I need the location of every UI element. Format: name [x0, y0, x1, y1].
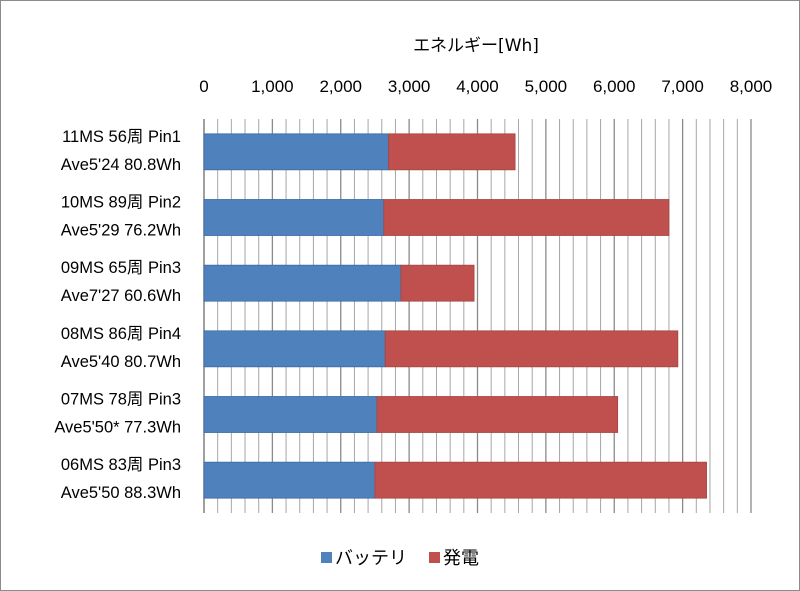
x-tick-label: 1,000 [251, 77, 294, 96]
category-label: 11MS 56周 Pin1 [62, 128, 181, 146]
category-label: Ave5'29 76.2Wh [61, 222, 181, 240]
x-tick-label: 3,000 [388, 77, 431, 96]
category-label: Ave5'50 88.3Wh [61, 484, 181, 502]
bar-generation [388, 133, 516, 171]
category-label: 10MS 89周 Pin2 [61, 194, 181, 212]
x-tick-label: 2,000 [319, 77, 362, 96]
x-axis-ticks: 0 1,000 2,000 3,000 4,000 5,000 6,000 7,000 8,00… [199, 77, 772, 96]
x-tick-label: 8,000 [730, 77, 773, 96]
bar-battery [203, 133, 390, 171]
x-tick-label: 5,000 [525, 77, 568, 96]
category-label: Ave5'24 80.8Wh [61, 156, 181, 174]
category-label: 09MS 65周 Pin3 [61, 259, 181, 277]
bars [203, 133, 707, 499]
bar-generation [374, 461, 707, 499]
x-axis-title: エネルギー[Wh] [413, 36, 539, 56]
legend-swatch-generation [429, 552, 440, 563]
bar-generation [400, 264, 475, 302]
bar-battery [203, 396, 378, 433]
category-label: 07MS 78周 Pin3 [61, 391, 181, 409]
category-label: Ave7'27 60.6Wh [61, 287, 181, 305]
x-tick-label: 6,000 [593, 77, 636, 96]
bar-generation [376, 396, 619, 433]
bar-battery [203, 199, 385, 236]
category-labels: 11MS 56周 Pin1 Ave5'24 80.8Wh 10MS 89周 Pin2… [54, 128, 181, 502]
legend-label-battery: バッテリ [335, 548, 407, 569]
bar-generation [384, 330, 679, 368]
bar-battery [203, 461, 376, 499]
legend: バッテリ 発電 [321, 548, 479, 569]
x-tick-label: 4,000 [456, 77, 499, 96]
legend-swatch-battery [321, 552, 332, 563]
category-label: 08MS 86周 Pin4 [61, 325, 181, 343]
bar-generation [383, 199, 670, 236]
category-label: Ave5'40 80.7Wh [61, 353, 181, 371]
x-tick-label: 0 [199, 77, 208, 96]
category-label: 06MS 83周 Pin3 [61, 456, 181, 474]
category-label: Ave5'50* 77.3Wh [54, 419, 181, 437]
x-tick-label: 7,000 [661, 77, 704, 96]
legend-label-generation: 発電 [443, 548, 479, 569]
gridlines [203, 119, 752, 513]
bar-battery [203, 330, 386, 368]
bar-battery [203, 264, 402, 302]
